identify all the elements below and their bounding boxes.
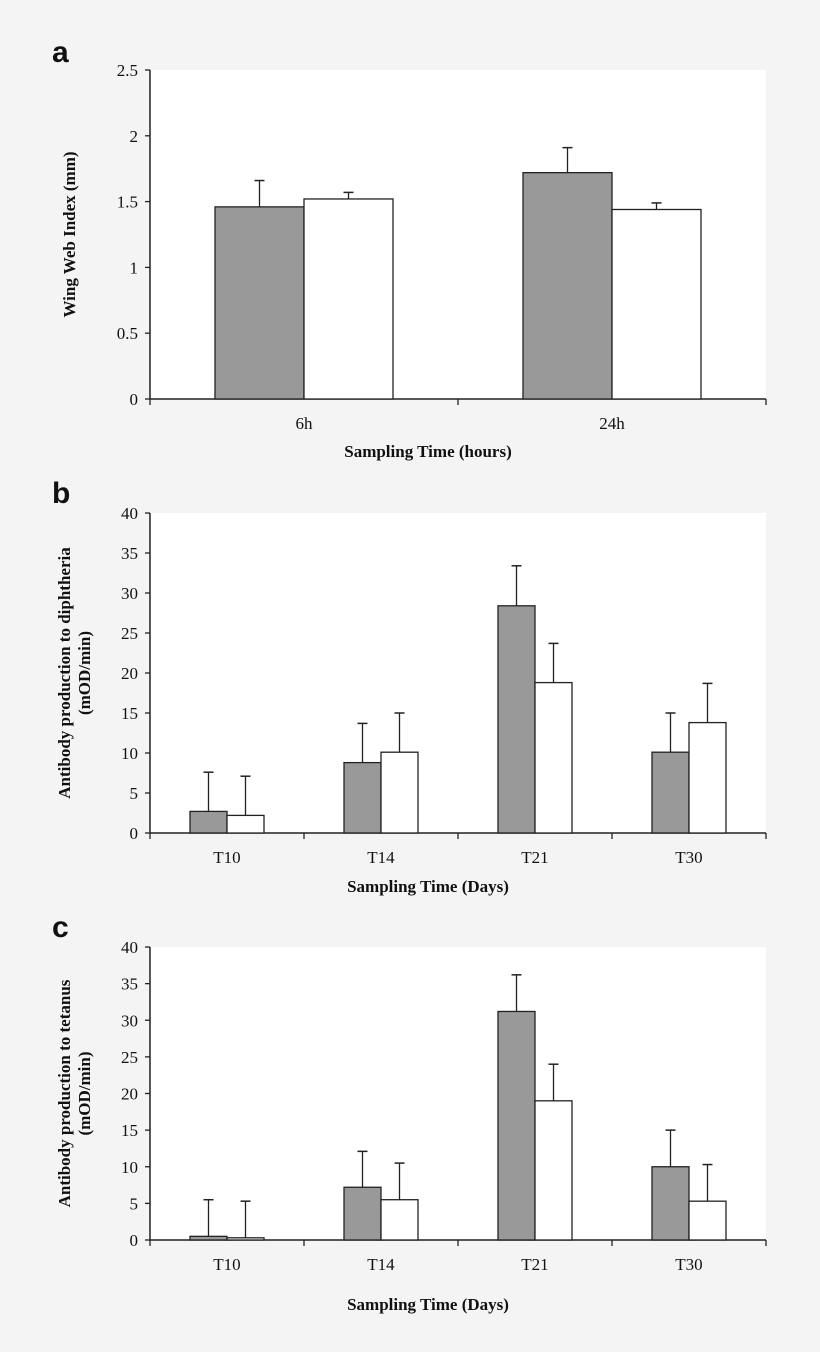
y-tick-label: 40: [121, 504, 138, 523]
y-tick-label: 0: [130, 824, 139, 843]
y-tick-label: 30: [121, 584, 138, 603]
panel-c: c 0 5 10 15 20 25 30 35 40 T10 T14 T21 T30 Sampling Ti…: [52, 911, 767, 1314]
y-tick-label: 0: [130, 1231, 139, 1250]
bar: [189, 1235, 228, 1241]
bar: [688, 721, 727, 834]
bar: [688, 1200, 727, 1241]
y-tick-label: 0: [130, 390, 139, 409]
bar: [380, 1199, 419, 1241]
x-axis-title: Sampling Time (hours): [344, 442, 512, 461]
y-tick-label: 25: [121, 624, 138, 643]
y-tick-label: 10: [121, 1158, 138, 1177]
x-tick-label: T30: [675, 848, 702, 867]
bar: [214, 206, 305, 400]
panel-label: a: [52, 36, 69, 69]
x-tick-label: T30: [675, 1255, 702, 1274]
y-axis-title: Antibody production to tetanus: [55, 979, 74, 1207]
bar: [534, 681, 573, 834]
x-tick-label: T21: [521, 1255, 548, 1274]
bar: [226, 814, 265, 834]
bar: [651, 751, 690, 834]
bar: [611, 208, 702, 400]
y-tick-label: 20: [121, 664, 138, 683]
x-tick-label: T10: [213, 848, 240, 867]
y-tick-label: 15: [121, 704, 138, 723]
x-axis-title: Sampling Time (Days): [347, 877, 509, 896]
panel-a: a 0 0.5 1 1.5 2 2.5 6h 24h Sampling Time (hours) W…: [52, 36, 767, 461]
x-tick-label: 24h: [599, 414, 625, 433]
x-tick-label: T14: [367, 1255, 395, 1274]
x-tick-label: T14: [367, 848, 395, 867]
panel-label: b: [52, 477, 70, 510]
y-tick-label: 25: [121, 1048, 138, 1067]
bar: [497, 1010, 536, 1241]
y-tick-label: 20: [121, 1085, 138, 1104]
y-tick-label: 35: [121, 975, 138, 994]
panel-b: b 0 5 10 15 20 25 30 35 40 T10 T14 T21 T30 Sampling Ti…: [52, 477, 767, 896]
y-tick-label: 40: [121, 938, 138, 957]
y-tick-label: 2: [130, 127, 139, 146]
x-tick-label: 6h: [296, 414, 314, 433]
bar: [343, 1186, 382, 1241]
y-tick-label: 15: [121, 1121, 138, 1140]
x-tick-label: T10: [213, 1255, 240, 1274]
y-tick-label: 30: [121, 1011, 138, 1030]
y-tick-label: 0.5: [117, 324, 138, 343]
bar: [497, 605, 536, 834]
y-tick-label: 2.5: [117, 61, 138, 80]
bar: [534, 1100, 573, 1241]
y-tick-label: 1: [130, 258, 139, 277]
y-tick-label: 5: [130, 784, 139, 803]
bar: [189, 810, 228, 834]
bar: [343, 761, 382, 834]
bar: [522, 171, 613, 400]
bar: [380, 751, 419, 834]
y-axis-title: Antibody production to diphtheria: [55, 547, 74, 799]
panel-label: c: [52, 911, 69, 944]
y-axis-title: (mOD/min): [75, 631, 94, 715]
bar: [651, 1166, 690, 1241]
y-tick-label: 5: [130, 1194, 139, 1213]
y-tick-label: 35: [121, 544, 138, 563]
bar: [303, 198, 394, 400]
bar: [226, 1237, 265, 1241]
y-tick-label: 1.5: [117, 193, 138, 212]
y-axis-title: Wing Web Index (mm): [60, 151, 79, 317]
x-axis-title: Sampling Time (Days): [347, 1295, 509, 1314]
y-tick-label: 10: [121, 744, 138, 763]
x-tick-label: T21: [521, 848, 548, 867]
y-axis-title: (mOD/min): [75, 1051, 94, 1135]
